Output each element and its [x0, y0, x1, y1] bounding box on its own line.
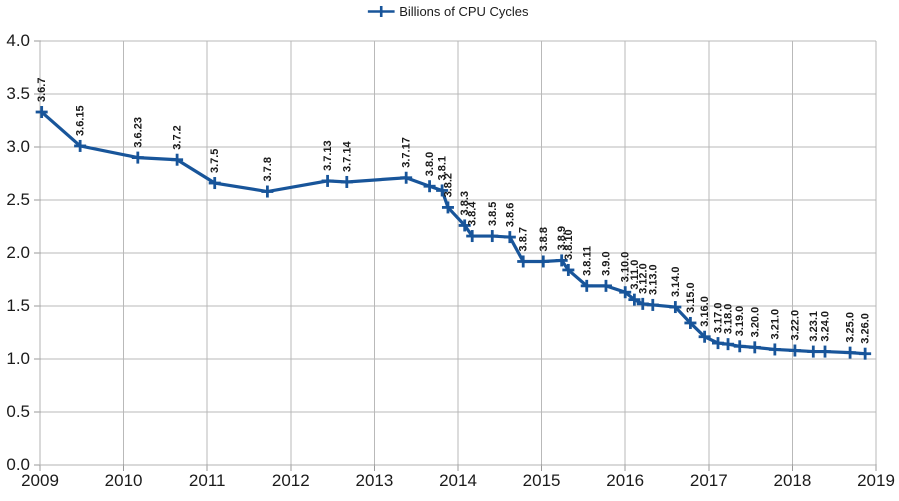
data-point-label: 3.8.4: [467, 201, 479, 226]
data-point-label: 3.23.1: [808, 311, 820, 342]
data-point-label: 3.21.0: [769, 309, 781, 340]
data-point-label: 3.7.8: [262, 157, 274, 181]
data-point-label: 3.8.11: [581, 246, 593, 276]
x-axis-label: 2012: [272, 471, 310, 490]
y-axis-label: 1.0: [6, 349, 30, 368]
data-point-label: 3.8.7: [518, 227, 530, 251]
data-point-label: 3.6.15: [75, 105, 87, 136]
x-axis-label: 2011: [189, 471, 226, 490]
data-point-label: 3.8.0: [424, 152, 436, 176]
data-point-label: 3.7.17: [401, 137, 413, 168]
data-point-label: 3.22.0: [789, 310, 801, 341]
x-axis-label: 2017: [690, 471, 728, 490]
x-axis-label: 2018: [773, 471, 811, 490]
legend-line-marker-icon: [367, 6, 395, 17]
data-point-label: 3.8.9: [556, 226, 568, 250]
data-point-label: 3.8.10: [563, 229, 575, 260]
data-point-label: 3.17.0: [713, 303, 725, 334]
data-point-label: 3.6.23: [132, 117, 144, 148]
y-axis-label: 2.5: [6, 190, 30, 209]
legend-label: Billions of CPU Cycles: [399, 4, 529, 19]
y-axis-label: 1.5: [6, 296, 30, 315]
data-point-label: 3.15.0: [685, 282, 697, 313]
y-axis-label: 3.0: [6, 137, 30, 156]
data-point-label: 3.25.0: [845, 312, 857, 343]
data-point-label: 3.8.5: [487, 202, 499, 226]
data-point-label: 3.6.7: [36, 78, 48, 102]
x-axis-label: 2009: [21, 471, 59, 490]
x-axis-label: 2014: [439, 471, 477, 490]
data-point-label: 3.8.8: [538, 227, 550, 251]
data-point-label: 3.8.2: [442, 173, 454, 197]
data-point-label: 3.20.0: [749, 307, 761, 338]
data-point-label: 3.8.1: [437, 156, 449, 180]
data-point-label: 3.8.6: [504, 203, 516, 227]
y-axis-label: 3.5: [6, 84, 30, 103]
data-point-label: 3.7.14: [341, 141, 353, 172]
x-axis-label: 2013: [355, 471, 393, 490]
x-axis-label: 2019: [857, 471, 895, 490]
data-point-label: 3.26.0: [860, 313, 872, 344]
data-point-label: 3.7.2: [172, 125, 184, 149]
y-axis-label: 0.5: [6, 402, 30, 421]
data-point-label: 3.19.0: [734, 306, 746, 337]
data-point-label: 3.18.0: [723, 304, 735, 335]
data-point-label: 3.9.0: [600, 251, 612, 275]
x-axis-label: 2016: [606, 471, 644, 490]
y-axis-label: 4.0: [6, 31, 30, 50]
data-point-label: 3.12.0: [637, 263, 649, 294]
data-point-label: 3.7.13: [322, 140, 334, 171]
x-axis-label: 2015: [523, 471, 561, 490]
data-point-label: 3.14.0: [670, 266, 682, 297]
y-axis-label: 2.0: [6, 243, 30, 262]
data-point-label: 3.24.0: [820, 311, 832, 342]
data-point-label: 3.8.3: [459, 191, 471, 215]
data-point-label: 3.16.0: [699, 296, 711, 327]
y-axis-label: 0.0: [6, 455, 30, 474]
chart-legend: Billions of CPU Cycles: [367, 4, 529, 19]
x-axis-label: 2010: [105, 471, 143, 490]
data-point-label: 3.13.0: [647, 264, 659, 295]
data-point-label: 3.10.0: [620, 252, 632, 283]
data-point-label: 3.11.0: [629, 260, 641, 290]
data-point-label: 3.7.5: [209, 149, 221, 173]
